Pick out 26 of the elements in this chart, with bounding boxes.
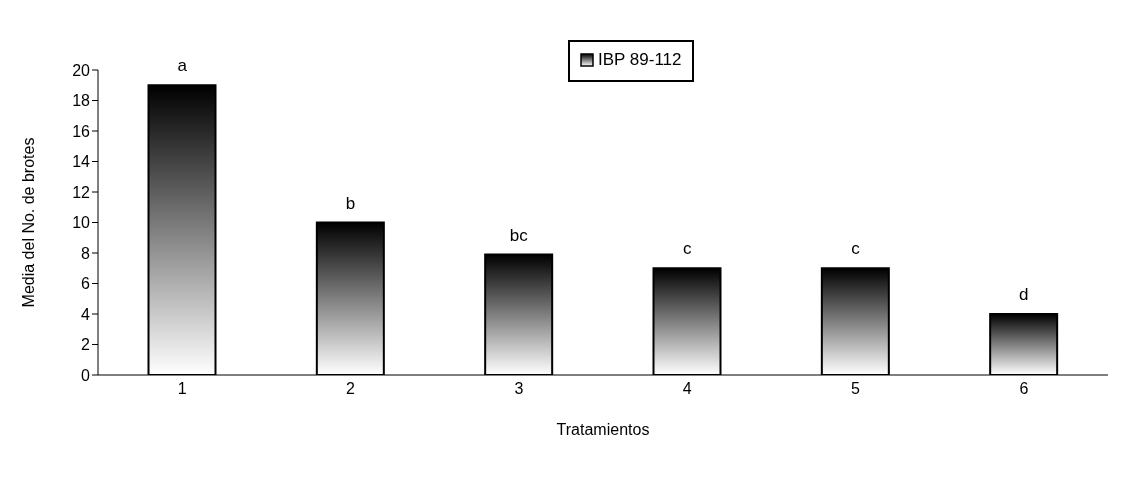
x-tick-label: 3 [514, 380, 524, 398]
annotation: b [345, 193, 356, 213]
annotation: d [1019, 285, 1029, 304]
x-tick-label: 5 [851, 380, 861, 398]
annotation: bc [509, 225, 529, 245]
x-tick-label: 2 [346, 380, 356, 398]
y-tick-label: 16 [72, 122, 91, 140]
y-tick-label: 18 [72, 92, 91, 110]
x-tick-label: 6 [1019, 380, 1029, 398]
y-axis-title: Media del No. de brotes [19, 137, 37, 308]
annotation: a [177, 56, 188, 76]
y-tick-label: 8 [81, 244, 91, 262]
x-axis-title: Tratamientos [556, 421, 650, 438]
x-tick-label: 4 [682, 380, 692, 398]
y-tick-label: 4 [81, 305, 91, 323]
y-tick-label: 0 [81, 366, 91, 384]
y-tick-label: 2 [81, 336, 91, 354]
x-tick-label: 1 [177, 380, 187, 398]
y-tick-label: 6 [81, 275, 91, 293]
annotation: c [682, 239, 692, 259]
legend-label: IBP 89-112 [598, 50, 682, 70]
y-tick-label: 12 [72, 183, 91, 201]
annotation: c [851, 239, 861, 259]
y-tick-label: 10 [72, 214, 91, 232]
y-tick-label: 20 [72, 61, 91, 79]
y-tick-label: 14 [72, 153, 91, 171]
